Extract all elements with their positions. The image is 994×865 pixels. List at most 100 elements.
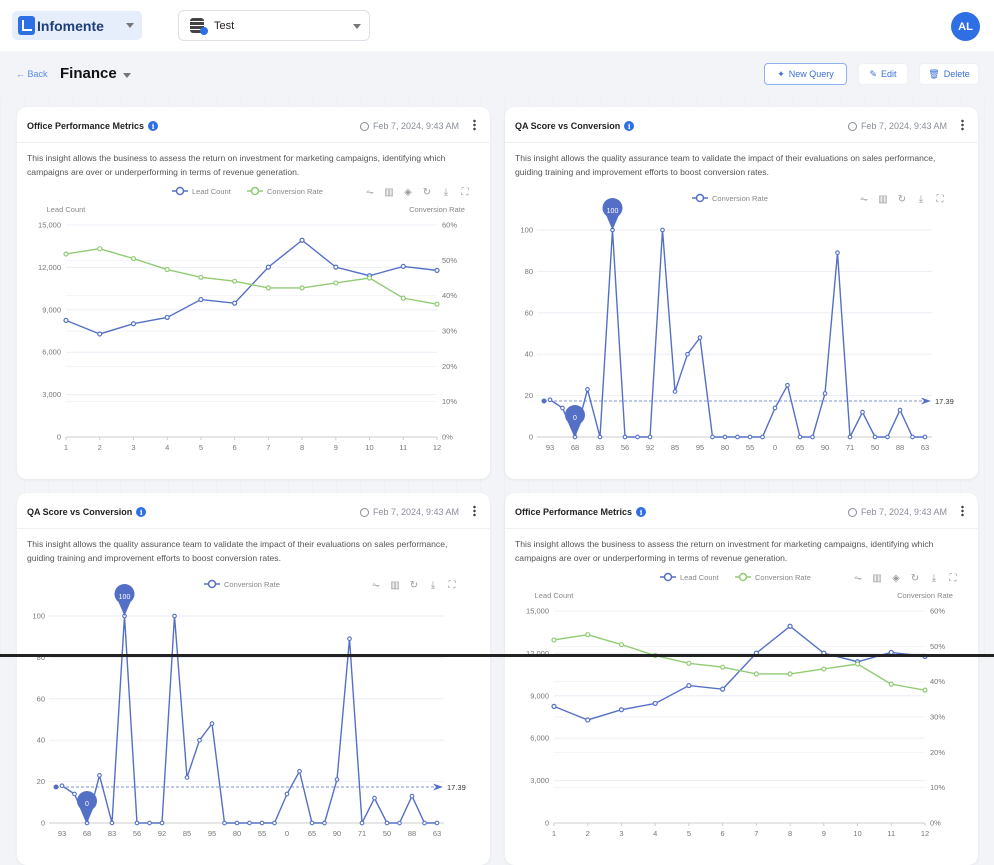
fullscreen-icon[interactable]: ⛶	[448, 580, 457, 591]
line-chart-icon[interactable]: ⏦	[366, 187, 374, 198]
data-point[interactable]	[772, 405, 778, 411]
data-point[interactable]	[409, 793, 415, 799]
restore-icon[interactable]: ↻	[410, 580, 418, 591]
data-point[interactable]	[422, 820, 427, 826]
new-query-button[interactable]: ✦ New Query	[764, 63, 847, 85]
data-point[interactable]	[232, 300, 238, 306]
data-point[interactable]	[787, 671, 793, 677]
data-point[interactable]	[747, 434, 753, 440]
data-point[interactable]	[860, 409, 865, 415]
line-chart-icon[interactable]: ⏦	[372, 580, 380, 591]
data-point[interactable]	[397, 820, 402, 826]
data-point[interactable]	[910, 434, 915, 440]
avatar[interactable]: AL	[951, 12, 980, 41]
data-point[interactable]	[697, 335, 703, 340]
data-point[interactable]	[922, 434, 928, 440]
legend-item[interactable]: Lead Count	[172, 186, 232, 196]
data-point[interactable]	[366, 275, 373, 281]
legend-item[interactable]: Lead Count	[660, 572, 720, 582]
data-point[interactable]	[400, 263, 406, 270]
data-point[interactable]	[897, 407, 903, 413]
data-point[interactable]	[835, 250, 840, 256]
data-point[interactable]	[97, 773, 102, 778]
data-point[interactable]	[265, 285, 271, 291]
data-point[interactable]	[384, 820, 390, 826]
data-point[interactable]	[652, 700, 658, 707]
data-point[interactable]	[547, 397, 553, 403]
legend-item[interactable]: Conversion Rate	[692, 193, 768, 203]
legend-item[interactable]: Conversion Rate	[247, 186, 323, 196]
data-point[interactable]	[551, 703, 557, 709]
back-link[interactable]: ← Back	[16, 69, 48, 79]
restore-icon[interactable]: ↻	[898, 194, 906, 205]
data-point[interactable]	[735, 434, 740, 440]
data-point[interactable]	[198, 296, 204, 303]
data-point[interactable]	[720, 686, 726, 692]
data-point[interactable]	[854, 661, 861, 667]
data-point[interactable]	[551, 637, 557, 643]
data-point[interactable]	[847, 434, 853, 440]
edit-button[interactable]: ✎ Edit	[858, 63, 908, 85]
data-point[interactable]	[647, 434, 653, 440]
data-point[interactable]	[347, 636, 352, 642]
data-point[interactable]	[753, 671, 759, 677]
download-icon[interactable]: ⤓	[919, 194, 924, 205]
legend-item[interactable]: Conversion Rate	[204, 579, 280, 589]
data-point[interactable]	[272, 820, 277, 826]
info-icon[interactable]: i	[624, 121, 635, 131]
data-point[interactable]	[672, 389, 678, 394]
line-chart-icon[interactable]: ⏦	[854, 573, 862, 584]
info-icon[interactable]: i	[148, 121, 159, 131]
data-point[interactable]	[560, 405, 565, 411]
data-point[interactable]	[618, 641, 625, 648]
data-point[interactable]	[359, 820, 365, 826]
data-point[interactable]	[333, 264, 339, 270]
data-point[interactable]	[622, 434, 628, 440]
data-point[interactable]	[821, 666, 827, 672]
data-point[interactable]	[872, 434, 878, 440]
mark-point-min[interactable]: 0	[77, 791, 97, 823]
stack-icon[interactable]: ◈	[892, 573, 900, 584]
info-icon[interactable]: i	[636, 507, 647, 517]
bar-chart-icon[interactable]: ▥	[390, 580, 399, 591]
info-icon[interactable]: i	[136, 507, 147, 517]
data-point[interactable]	[297, 768, 302, 774]
database-selector[interactable]: Test	[178, 10, 370, 41]
data-point[interactable]	[259, 820, 265, 826]
data-point[interactable]	[134, 820, 140, 826]
download-icon[interactable]: ⤓	[932, 573, 937, 584]
data-point[interactable]	[660, 227, 665, 233]
data-point[interactable]	[63, 317, 69, 323]
restore-icon[interactable]: ↻	[911, 573, 919, 584]
fullscreen-icon[interactable]: ⛶	[936, 194, 945, 205]
more-options-icon[interactable]	[961, 119, 964, 131]
more-options-icon[interactable]	[473, 505, 476, 517]
data-point[interactable]	[585, 717, 591, 723]
page-title[interactable]: Finance	[60, 65, 117, 82]
data-point[interactable]	[159, 820, 165, 826]
more-options-icon[interactable]	[961, 505, 964, 517]
data-point[interactable]	[585, 387, 590, 392]
data-point[interactable]	[434, 267, 440, 273]
data-point[interactable]	[63, 251, 69, 257]
data-point[interactable]	[209, 721, 215, 726]
data-point[interactable]	[597, 434, 603, 440]
download-icon[interactable]: ⤓	[431, 580, 436, 591]
data-point[interactable]	[97, 246, 103, 252]
data-point[interactable]	[710, 434, 715, 440]
mark-point-min[interactable]: 0	[565, 405, 585, 437]
data-point[interactable]	[299, 237, 305, 243]
data-point[interactable]	[618, 707, 625, 713]
data-point[interactable]	[585, 632, 591, 638]
more-options-icon[interactable]	[473, 119, 476, 131]
legend-item[interactable]: Conversion Rate	[735, 572, 811, 582]
data-point[interactable]	[72, 791, 77, 797]
data-point[interactable]	[232, 278, 238, 284]
data-point[interactable]	[97, 331, 103, 337]
data-point[interactable]	[400, 295, 406, 301]
data-point[interactable]	[59, 783, 65, 789]
mark-point-max[interactable]: 100	[602, 198, 623, 230]
data-point[interactable]	[785, 382, 790, 388]
data-point[interactable]	[720, 664, 726, 670]
data-point[interactable]	[333, 280, 339, 286]
